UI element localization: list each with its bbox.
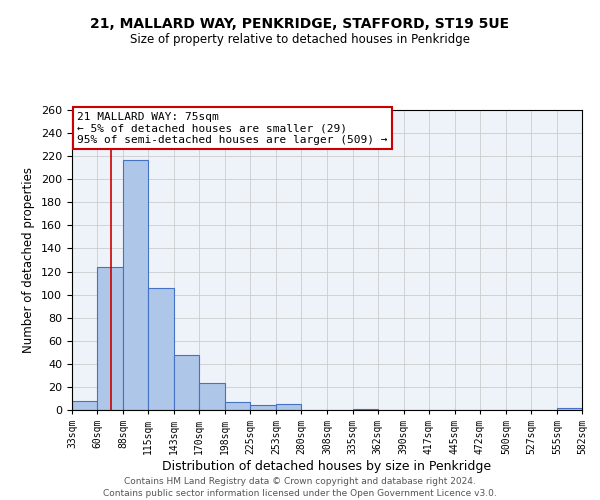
- Text: 21 MALLARD WAY: 75sqm
← 5% of detached houses are smaller (29)
95% of semi-detac: 21 MALLARD WAY: 75sqm ← 5% of detached h…: [77, 112, 388, 144]
- Bar: [148, 288, 174, 410]
- Bar: [250, 406, 277, 410]
- Bar: [225, 402, 250, 410]
- Text: Contains public sector information licensed under the Open Government Licence v3: Contains public sector information licen…: [103, 489, 497, 498]
- Bar: [353, 409, 377, 410]
- Text: 21, MALLARD WAY, PENKRIDGE, STAFFORD, ST19 5UE: 21, MALLARD WAY, PENKRIDGE, STAFFORD, ST…: [91, 18, 509, 32]
- Y-axis label: Number of detached properties: Number of detached properties: [22, 167, 35, 353]
- X-axis label: Distribution of detached houses by size in Penkridge: Distribution of detached houses by size …: [163, 460, 491, 473]
- Bar: [72, 401, 97, 410]
- Bar: [97, 267, 123, 410]
- Bar: [174, 354, 199, 410]
- Bar: [199, 384, 225, 410]
- Bar: [557, 408, 582, 410]
- Bar: [123, 160, 148, 410]
- Text: Contains HM Land Registry data © Crown copyright and database right 2024.: Contains HM Land Registry data © Crown c…: [124, 478, 476, 486]
- Text: Size of property relative to detached houses in Penkridge: Size of property relative to detached ho…: [130, 32, 470, 46]
- Bar: [277, 404, 301, 410]
